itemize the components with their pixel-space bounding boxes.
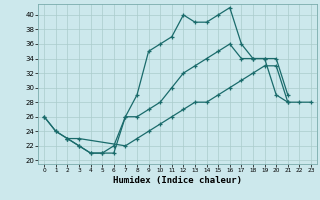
X-axis label: Humidex (Indice chaleur): Humidex (Indice chaleur) bbox=[113, 176, 242, 185]
